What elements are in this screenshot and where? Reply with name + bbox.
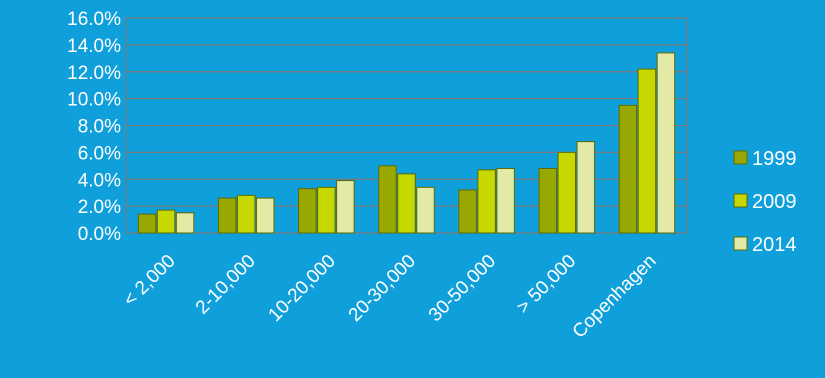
bar [217,197,237,234]
x-tick-label: 2-10,000 [192,251,260,319]
bar [156,209,176,234]
y-tick-label: 0.0% [78,224,121,245]
y-tick-label: 16.0% [67,9,121,30]
bar [255,197,275,234]
legend-swatch [733,193,748,208]
bar [496,168,515,234]
x-tick-label: > 50,000 [513,251,581,319]
bar [458,189,477,234]
chart-legend: 1999 2009 2014 [733,148,797,256]
bar [416,186,435,234]
legend-swatch [733,236,748,251]
x-tick-label: < 2,000 [120,251,180,311]
legend-label: 1999 [752,148,797,170]
bar [378,165,397,234]
legend-label: 2009 [752,191,797,213]
bar [477,169,496,234]
legend-label: 2014 [752,234,797,256]
bar [557,151,577,234]
bar [236,194,256,234]
bar [137,213,157,234]
x-tick-label: 30-50,000 [425,251,500,326]
bar [576,141,596,234]
x-tick-label: 20-30,000 [345,251,420,326]
y-tick-label: 10.0% [67,90,121,111]
y-tick-label: 12.0% [67,63,121,84]
y-tick-label: 6.0% [78,143,121,164]
bar [618,104,638,234]
bar [317,186,336,234]
y-axis: 0.0% 2.0% 4.0% 6.0% 8.0% 10.0% 12.0% 14.0% 16.0% [67,9,121,245]
bar [175,212,195,234]
bar [656,52,676,234]
chart-bars [137,52,676,234]
x-axis: < 2,000 2-10,000 10-20,000 20-30,000 30-50,0… [120,251,661,343]
bar [397,173,416,234]
bar [538,168,558,234]
bar [637,68,657,234]
x-tick-label: Copenhagen [569,251,661,343]
bar [336,180,355,234]
bar [298,188,317,234]
y-tick-label: 4.0% [78,170,121,191]
x-tick-label: 10-20,000 [265,251,340,326]
y-tick-label: 8.0% [78,117,121,138]
y-tick-label: 14.0% [67,36,121,57]
legend-swatch [733,150,748,165]
y-tick-label: 2.0% [78,197,121,218]
